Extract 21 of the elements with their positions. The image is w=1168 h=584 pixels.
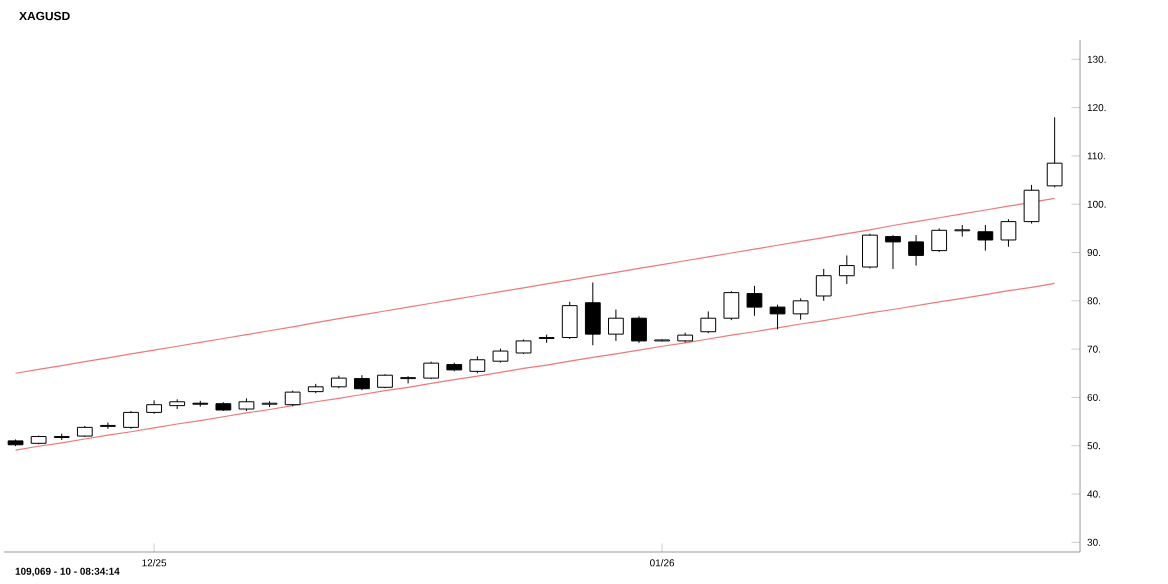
candlestick (561, 301, 578, 340)
candlestick (885, 234, 901, 270)
candlestick (1023, 184, 1040, 225)
candlestick (977, 224, 994, 252)
candlestick (100, 422, 116, 430)
candlestick (815, 268, 832, 302)
candlestick (931, 227, 948, 253)
candlestick (1000, 218, 1017, 248)
candlestick (700, 310, 717, 334)
candlestick (631, 315, 647, 344)
candlestick (584, 281, 601, 346)
candlestick (746, 285, 763, 317)
line-series (14, 197, 1056, 374)
candlestick (792, 297, 809, 321)
candlestick (908, 234, 924, 267)
candlestick (769, 304, 786, 330)
candlestick (608, 309, 624, 342)
candlestick (400, 375, 416, 384)
candlestick (1046, 116, 1063, 188)
candlestick (723, 290, 740, 321)
candlestick (838, 254, 855, 285)
